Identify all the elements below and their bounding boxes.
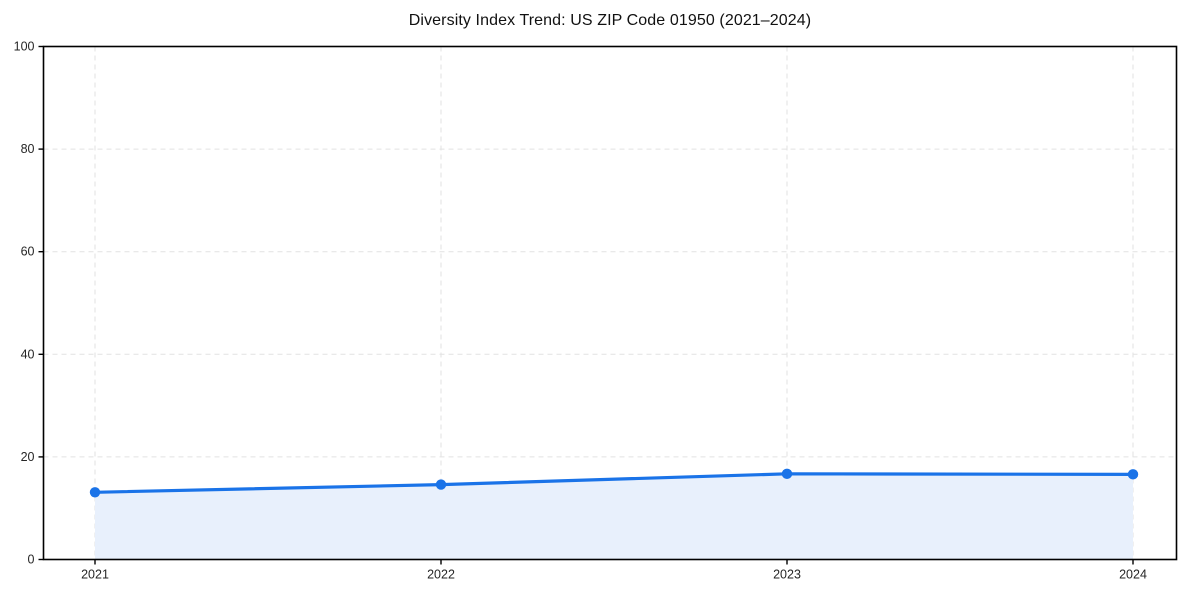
trend-line bbox=[93, 472, 1135, 494]
x-tick-label: 2021 bbox=[81, 567, 109, 581]
y-tick-label: 100 bbox=[14, 40, 35, 54]
y-tick-label: 40 bbox=[21, 347, 35, 361]
x-tick-label: 2024 bbox=[1119, 567, 1147, 581]
y-tick-label: 20 bbox=[21, 450, 35, 464]
data-point-marker bbox=[89, 487, 101, 498]
y-tick-label: 80 bbox=[21, 142, 35, 156]
data-point-marker bbox=[1127, 469, 1139, 480]
x-tick-label: 2023 bbox=[773, 567, 801, 581]
plot-border bbox=[42, 45, 1178, 561]
data-point-marker bbox=[435, 479, 447, 490]
area-fill bbox=[95, 473, 1133, 560]
y-tick-label: 60 bbox=[21, 245, 35, 259]
y-tick-label: 0 bbox=[28, 553, 35, 567]
data-point-marker bbox=[781, 468, 793, 480]
chart-title: Diversity Index Trend: US ZIP Code 01950… bbox=[408, 12, 812, 29]
x-tick-label: 2022 bbox=[427, 567, 455, 581]
